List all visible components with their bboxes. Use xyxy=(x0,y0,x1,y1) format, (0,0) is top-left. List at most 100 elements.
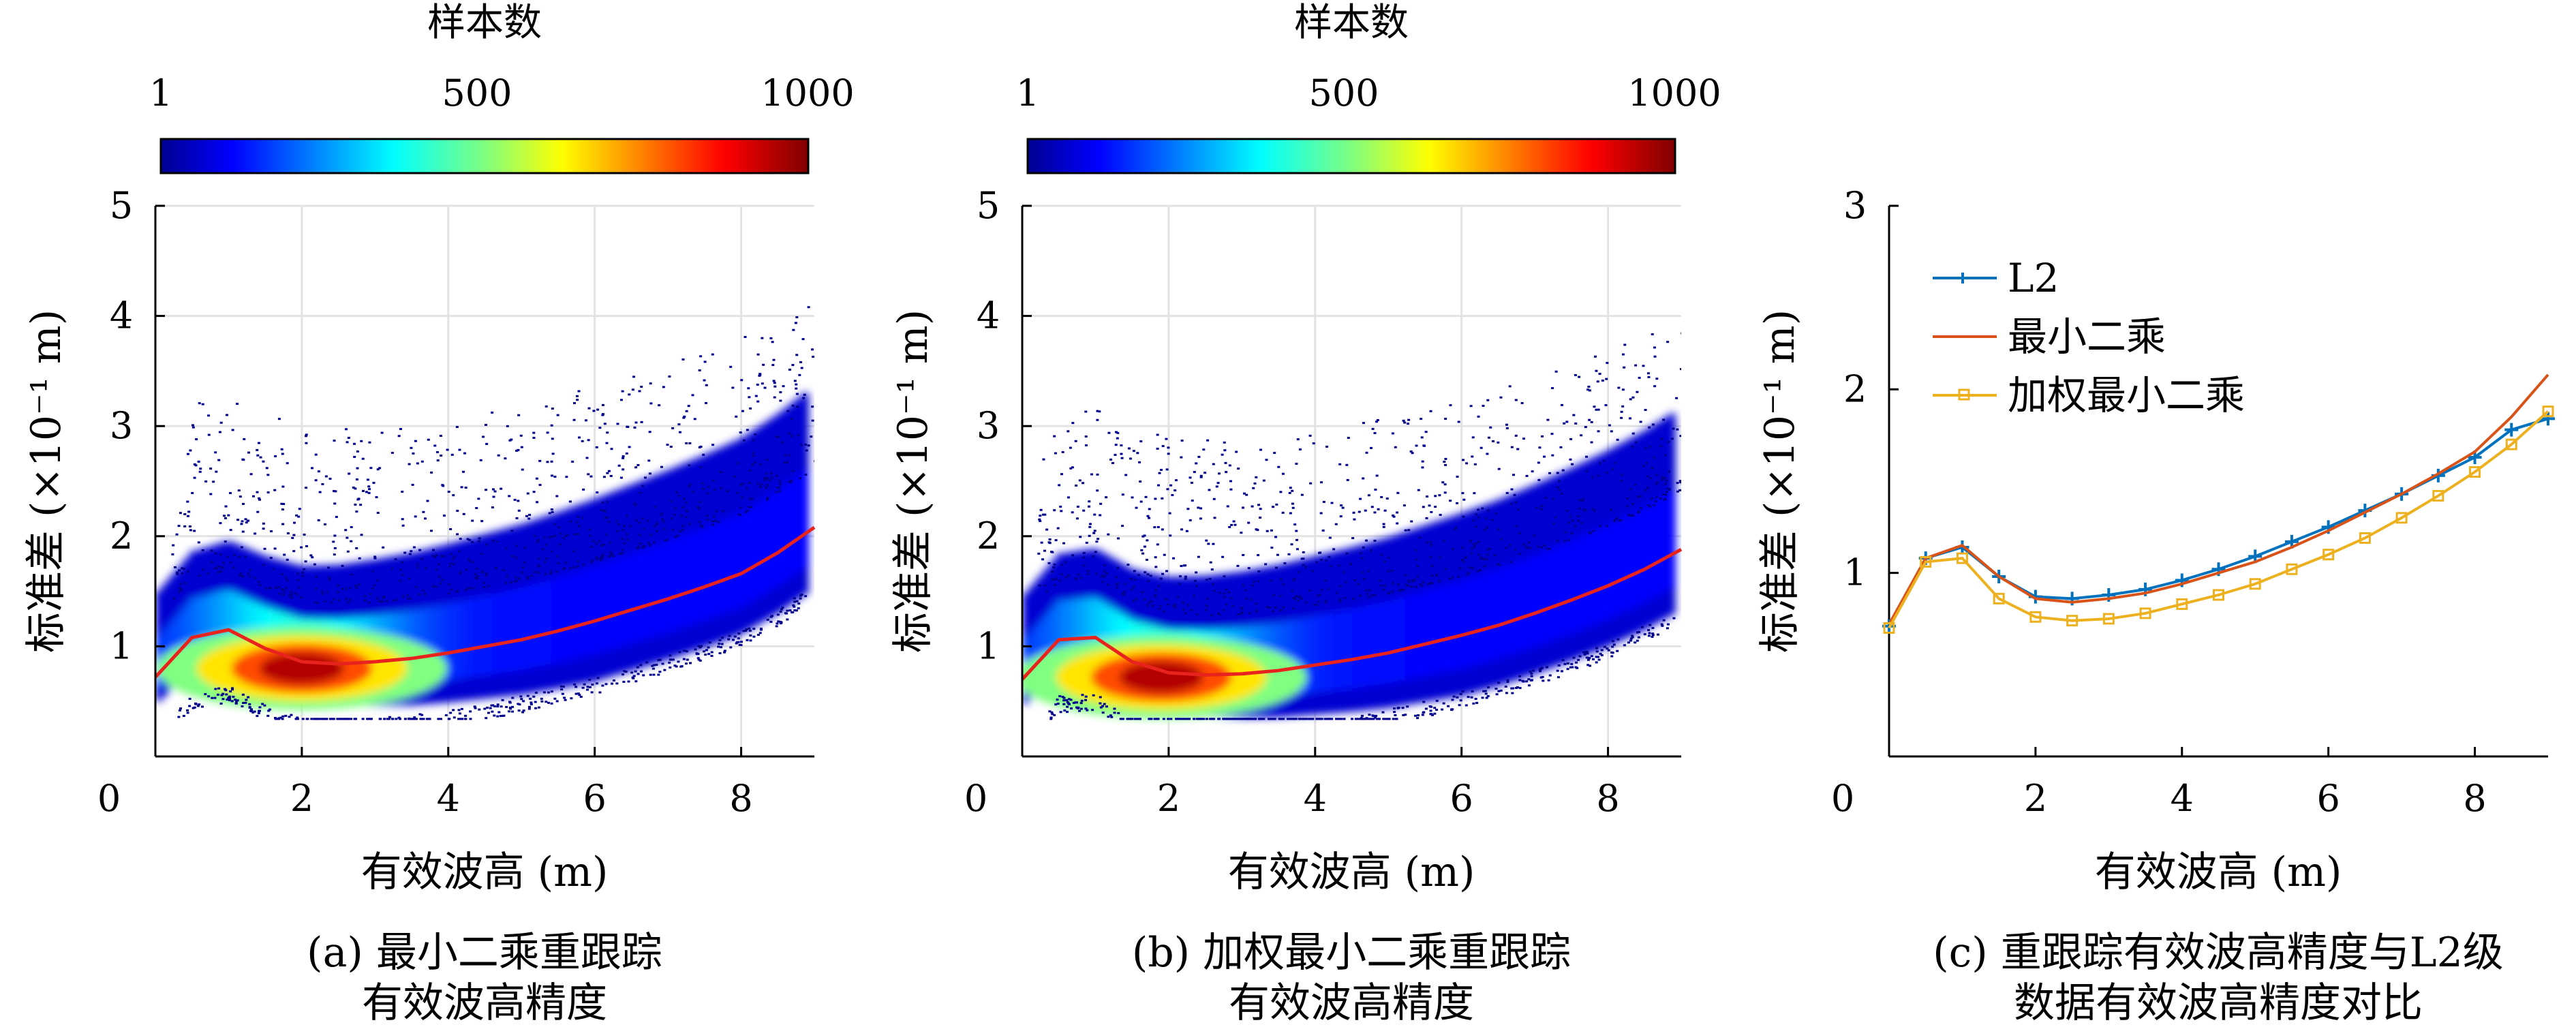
density-outlier xyxy=(449,553,453,555)
density-outlier xyxy=(1506,681,1509,684)
density-outlier xyxy=(1171,493,1174,496)
density-outlier xyxy=(191,426,195,429)
density-outlier xyxy=(1377,718,1381,720)
density-outlier xyxy=(1497,690,1501,692)
density-band-inner xyxy=(1101,603,1109,662)
density-outlier xyxy=(1577,520,1580,523)
density-outlier xyxy=(434,585,438,588)
density-outlier xyxy=(658,404,661,407)
density-outlier xyxy=(1187,718,1191,720)
density-outlier xyxy=(1608,424,1611,427)
density-outlier xyxy=(717,521,720,523)
density-outlier xyxy=(741,410,744,412)
density-outlier xyxy=(1650,497,1653,500)
density-outlier xyxy=(795,609,798,612)
density-outlier xyxy=(1429,541,1432,544)
density-outlier xyxy=(1514,434,1518,437)
ylabel-c: 标准差 (×10⁻¹ m) xyxy=(1756,309,1804,653)
density-outlier xyxy=(683,649,686,652)
density-outlier xyxy=(1642,365,1645,367)
density-outlier xyxy=(1623,644,1626,647)
density-outlier xyxy=(1288,491,1291,494)
density-outlier xyxy=(776,613,780,616)
density-outlier xyxy=(286,579,289,582)
density-outlier xyxy=(1679,481,1681,484)
density-outlier xyxy=(639,491,642,494)
density-outlier xyxy=(1471,567,1475,570)
density-outlier xyxy=(1287,553,1291,555)
density-outlier xyxy=(1582,498,1585,501)
density-outlier xyxy=(633,426,637,429)
density-outlier xyxy=(501,699,504,701)
density-outlier xyxy=(1484,558,1487,561)
density-outlier xyxy=(1107,431,1111,434)
density-outlier xyxy=(472,587,476,589)
x-tick-label-c: 2 xyxy=(2024,777,2047,820)
density-outlier xyxy=(655,663,658,666)
density-outlier xyxy=(213,567,217,570)
density-outlier xyxy=(1505,692,1508,694)
density-outlier xyxy=(1174,479,1178,482)
density-outlier xyxy=(224,688,227,690)
density-outlier xyxy=(346,718,349,720)
density-outlier xyxy=(1126,718,1129,720)
density-outlier xyxy=(1653,346,1656,349)
density-outlier xyxy=(1300,557,1304,560)
density-outlier xyxy=(1075,517,1079,520)
density-outlier xyxy=(420,718,423,720)
density-outlier xyxy=(731,639,735,641)
density-outlier xyxy=(1338,463,1342,465)
density-outlier xyxy=(333,547,337,549)
density-outlier xyxy=(375,597,379,600)
density-outlier xyxy=(416,566,420,568)
density-outlier xyxy=(1392,514,1395,517)
density-outlier xyxy=(1510,446,1514,448)
density-outlier xyxy=(1212,497,1216,500)
density-outlier xyxy=(1525,474,1529,477)
density-outlier xyxy=(281,508,284,511)
density-outlier xyxy=(452,494,455,497)
density-outlier xyxy=(511,705,515,708)
density-outlier xyxy=(652,664,656,666)
density-outlier xyxy=(229,690,232,693)
density-outlier xyxy=(1407,418,1411,421)
density-outlier xyxy=(542,548,545,551)
density-outlier xyxy=(1205,579,1208,581)
density-band-inner xyxy=(525,585,532,669)
density-outlier xyxy=(232,695,235,698)
density-outlier xyxy=(258,584,262,587)
density-outlier xyxy=(1492,440,1495,442)
density-outlier xyxy=(551,453,555,455)
density-outlier xyxy=(1585,470,1589,472)
density-outlier xyxy=(1282,606,1285,609)
density-band-inner xyxy=(452,602,460,679)
density-outlier xyxy=(581,517,584,519)
density-outlier xyxy=(1208,718,1212,720)
series-point-wls xyxy=(2176,598,2188,610)
density-outlier xyxy=(640,420,643,423)
density-outlier xyxy=(1367,570,1370,572)
density-outlier xyxy=(1197,455,1201,458)
density-outlier xyxy=(397,716,401,719)
density-outlier xyxy=(1156,718,1160,720)
density-outlier xyxy=(220,694,224,696)
density-outlier xyxy=(1223,575,1226,578)
density-outlier xyxy=(1385,497,1389,500)
density-outlier xyxy=(1302,718,1305,720)
density-outlier xyxy=(1629,639,1632,642)
density-outlier xyxy=(1182,601,1185,604)
density-outlier xyxy=(198,574,201,577)
density-outlier xyxy=(485,442,489,445)
density-outlier xyxy=(537,557,540,560)
density-outlier xyxy=(1363,578,1366,581)
density-outlier xyxy=(1554,516,1557,519)
density-outlier xyxy=(736,491,739,494)
density-outlier xyxy=(1593,355,1597,358)
density-outlier xyxy=(770,476,773,479)
density-outlier xyxy=(448,565,451,568)
density-outlier xyxy=(339,718,343,720)
density-outlier xyxy=(609,474,613,477)
density-outlier xyxy=(324,600,327,603)
density-outlier xyxy=(1505,427,1509,429)
density-outlier xyxy=(274,586,277,589)
